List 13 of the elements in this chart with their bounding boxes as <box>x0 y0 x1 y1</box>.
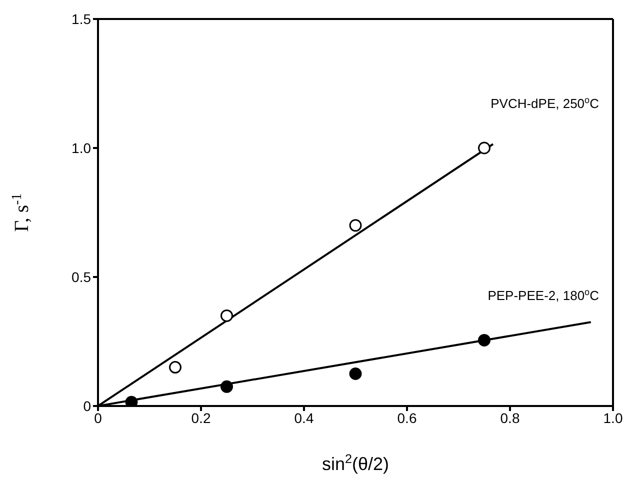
y-tick-label: 1.0 <box>72 140 92 156</box>
x-tick-label: 0.8 <box>500 410 520 426</box>
x-tick-label: 0 <box>94 410 102 426</box>
text: PEP-PEE-2, 180$^{o}$C <box>488 287 599 304</box>
y-tick-label: 1.5 <box>72 10 92 27</box>
x-tick-label: 0.6 <box>397 410 417 426</box>
x-tick-label: 1.0 <box>603 410 623 426</box>
x-axis-title: sin$^{2}$(θ/2) <box>322 452 390 474</box>
y-tick-label: 0 <box>83 398 92 414</box>
x-tick-label: 0.2 <box>191 410 211 426</box>
text: PVCH-dPE, 250$^{o}$C <box>490 95 599 111</box>
x-tick-label: 0.4 <box>294 410 314 426</box>
y-tick-label: 0.5 <box>72 268 92 285</box>
